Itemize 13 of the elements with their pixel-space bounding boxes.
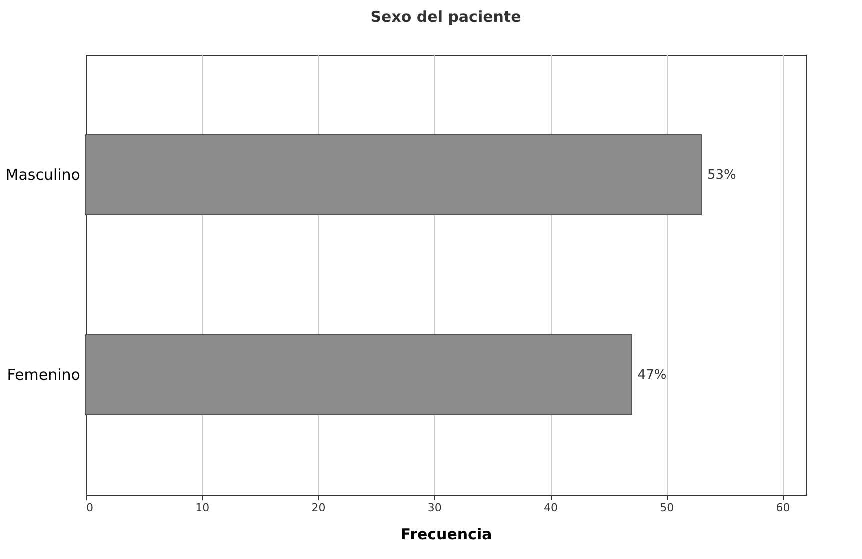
- x-axis-title: Frecuencia: [400, 526, 492, 544]
- data-label: 53%: [707, 168, 736, 183]
- x-tick-label: 20: [312, 502, 326, 514]
- x-tick-label: 60: [776, 502, 790, 514]
- chart-title: Sexo del paciente: [370, 8, 522, 26]
- x-tick-label: 0: [86, 502, 94, 514]
- x-tick-label: 30: [428, 502, 442, 514]
- y-tick-label: Masculino: [6, 166, 80, 184]
- y-tick-label: Femenino: [7, 366, 80, 384]
- x-tick-label: 50: [660, 502, 674, 514]
- data-label: 47%: [638, 368, 667, 383]
- x-tick-label: 10: [196, 502, 210, 514]
- x-tick-label: 40: [544, 502, 558, 514]
